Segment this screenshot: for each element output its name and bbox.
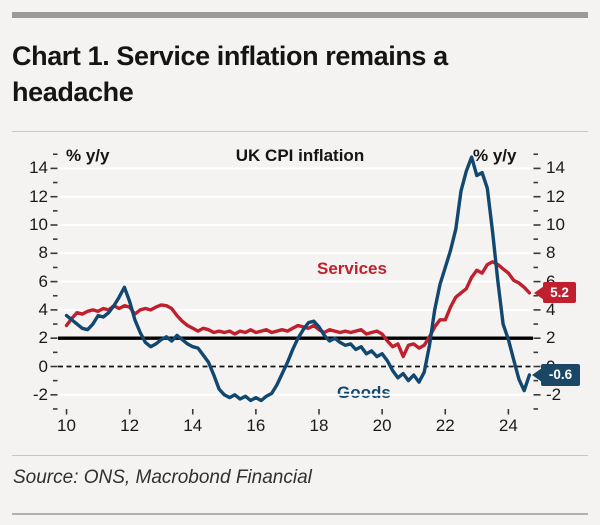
series-line-goods — [64, 155, 532, 403]
y-axis-label-left: 14 — [29, 158, 48, 178]
y-axis-label-right: 14 — [546, 158, 565, 178]
y-axis-label-right: -2 — [546, 384, 562, 404]
series-label-services: Services — [317, 259, 387, 278]
top-accent-bar — [12, 12, 588, 18]
x-axis-label: 10 — [57, 416, 76, 435]
y-axis-label-left: 2 — [38, 328, 48, 348]
x-axis-label: 16 — [246, 416, 266, 435]
y-axis-label-left: -2 — [32, 384, 48, 404]
callout-goods-value: -0.6 — [532, 363, 580, 386]
y-axis-label-right: 2 — [546, 328, 556, 348]
y-axis-label-left: 4 — [38, 299, 48, 319]
y-axis-label-right: 12 — [546, 186, 565, 206]
series-line-services — [64, 260, 532, 359]
y-axis-label-left: 0 — [38, 356, 48, 376]
y-axis-label-right: 8 — [546, 243, 556, 263]
x-axis-label: 20 — [372, 416, 392, 435]
chart-title: UK CPI inflation — [235, 146, 365, 165]
divider — [12, 131, 588, 132]
y-axis-label-right: 10 — [546, 215, 565, 234]
x-axis-label: 12 — [120, 416, 140, 435]
y-axis-label-left: 12 — [29, 186, 48, 206]
series-label-goods: Goods — [337, 383, 391, 402]
y-axis-label-right: 4 — [546, 299, 556, 319]
callout-arrow-left-icon — [532, 367, 542, 382]
callout-services-value: 5.2 — [534, 282, 576, 304]
y-axis-unit-right: % y/y — [473, 146, 517, 165]
callout-goods-text: -0.6 — [548, 366, 573, 382]
source-attribution: Source: ONS, Macrobond Financial — [13, 467, 312, 488]
y-axis-label-left: 6 — [38, 271, 48, 291]
y-axis-label-left: 10 — [29, 215, 48, 234]
x-axis-label: 18 — [309, 416, 329, 435]
x-axis-label: 24 — [498, 416, 518, 435]
callout-services-text: 5.2 — [550, 285, 569, 301]
callout-arrow-left-icon — [534, 285, 544, 300]
y-axis-unit-left: % y/y — [66, 146, 110, 165]
divider — [12, 455, 588, 456]
y-axis-label-right: 6 — [546, 271, 556, 291]
x-axis-label: 22 — [435, 416, 455, 435]
x-axis-label: 14 — [183, 416, 203, 435]
y-axis-label-left: 8 — [38, 243, 48, 263]
page-title: Chart 1. Service inflation remains a hea… — [12, 41, 448, 107]
bottom-border — [12, 513, 588, 515]
